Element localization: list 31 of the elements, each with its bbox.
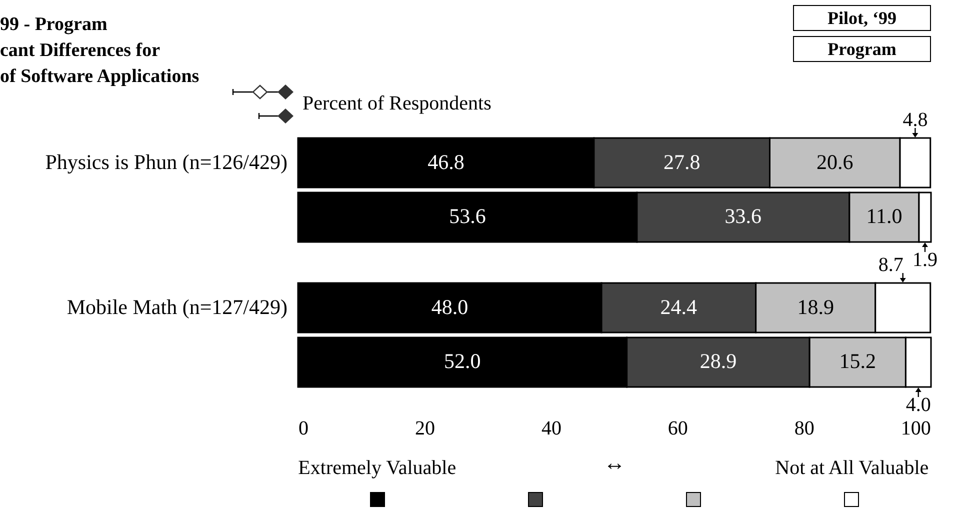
x-tick-label: 40 [541, 418, 562, 440]
data-label: 18.9 [797, 294, 834, 319]
data-label: 4.8 [902, 109, 928, 131]
data-label: 1.9 [912, 248, 938, 271]
data-label: 15.2 [839, 349, 876, 374]
x-tick-label: 0 [298, 418, 308, 440]
text: 99 - Program cant Differences for of Software Applications [0, 13, 200, 89]
data-label: 11.0 [866, 204, 902, 228]
data-label: 20.6 [816, 150, 854, 174]
data-label: 27.8 [663, 150, 700, 174]
label-frame: Program [793, 36, 931, 62]
label-frame: Pilot, ‘99 [793, 5, 931, 31]
text: Not at All Valuable [775, 457, 929, 479]
x-tick-label: 20 [414, 418, 435, 440]
data-label: 4.0 [906, 394, 931, 416]
data-label: 28.9 [700, 349, 737, 374]
text: ↔ [604, 450, 626, 475]
data-label: 53.6 [449, 204, 486, 228]
y-tick-label: Mobile Math (n=127/429) [66, 294, 288, 319]
data-label: 48.0 [431, 294, 468, 319]
x-tick-label: 100 [900, 418, 931, 440]
data-label: 24.4 [660, 294, 698, 319]
data-label: 46.8 [428, 150, 464, 174]
y-tick-label: Physics is Phun (n=126/429) [45, 150, 288, 174]
data-label: 33.6 [724, 204, 762, 228]
data-label: 8.7 [878, 254, 904, 276]
x-axis-title: Percent of Respondents [302, 92, 492, 114]
x-tick-label: 80 [794, 418, 814, 440]
text: Extremely Valuable [298, 457, 456, 479]
data-label: 52.0 [444, 349, 481, 374]
x-tick-label: 60 [668, 418, 688, 440]
